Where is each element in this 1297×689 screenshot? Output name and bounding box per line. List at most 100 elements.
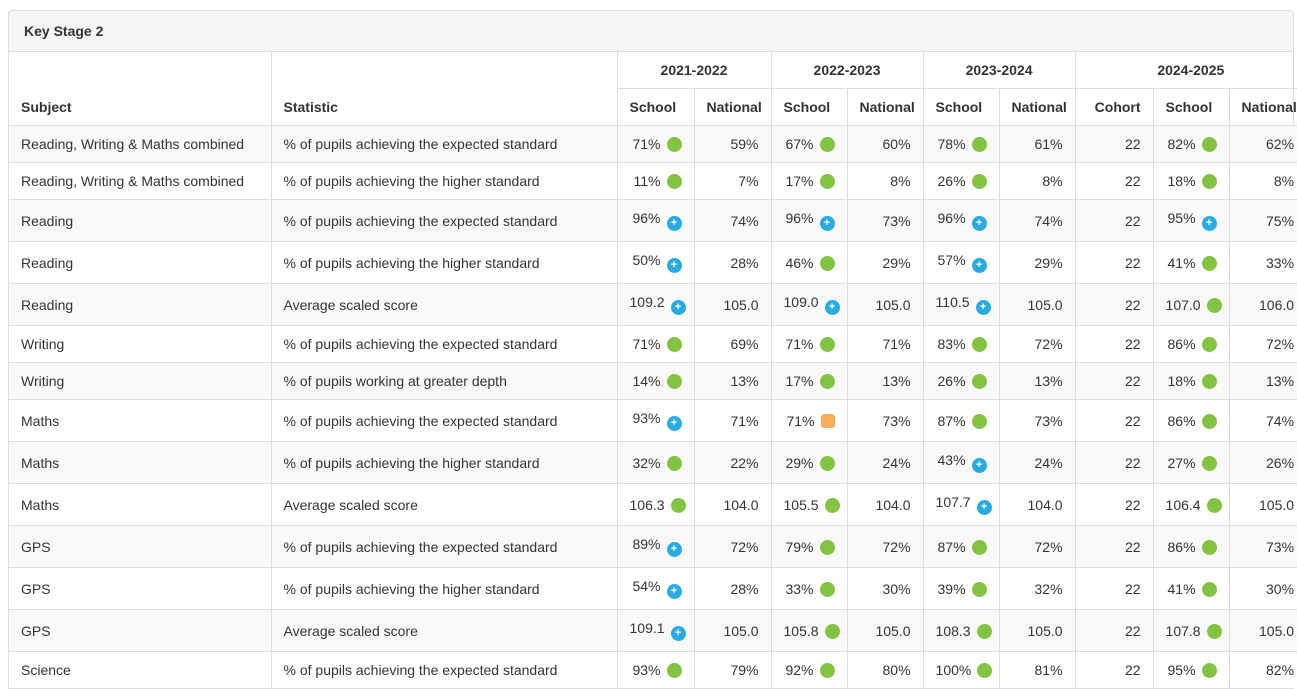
cell-nat: 104.0 [846, 483, 924, 526]
green-circle-icon [819, 255, 835, 271]
cell-school: 27% [1152, 441, 1230, 484]
cell-value: 108.3 [935, 622, 971, 639]
statistic-cell: % of pupils achieving the expected stand… [270, 651, 618, 688]
cell-value: 105.5 [783, 496, 819, 513]
cell-nat: 72% [1228, 325, 1297, 363]
green-circle-icon [1201, 539, 1217, 555]
cell-value: 73% [882, 412, 911, 429]
cell-school: 71% [770, 399, 848, 442]
ks2-results-table: Subject Statistic 2021-2022 2022-2023 2023… [9, 52, 1297, 688]
subcol-header-national: National [998, 88, 1076, 126]
cell-nat: 71% [846, 325, 924, 363]
cell-value: 22 [1124, 496, 1141, 513]
green-circle-icon [971, 374, 987, 389]
green-circle-icon [971, 539, 987, 555]
cell-nat: 105.0 [1228, 609, 1297, 652]
cell-nat: 13% [998, 362, 1076, 400]
cell-school: 26% [922, 162, 1000, 200]
statistic-cell: % of pupils achieving the expected stand… [270, 525, 618, 568]
subject-cell: Maths [9, 483, 272, 526]
cell-nat: 73% [1228, 525, 1297, 568]
statistic-cell: Average scaled score [270, 483, 618, 526]
blue-plus-icon: + [666, 542, 682, 557]
table-body: Reading, Writing & Maths combined% of pu… [9, 125, 1297, 688]
cell-value: 13% [882, 373, 911, 389]
cell-school: 87% [922, 525, 1000, 568]
cell-value: 62% [1266, 136, 1295, 152]
cell-school: 100% [922, 651, 1000, 688]
green-circle-icon [1201, 255, 1217, 271]
col-header-statistic: Statistic [270, 52, 618, 126]
cell-value: 104.0 [723, 496, 759, 513]
cell-value: 13% [730, 373, 759, 389]
green-circle-icon [819, 663, 835, 678]
cell-cohort: 22 [1074, 567, 1154, 610]
cell-value: 67% [785, 136, 814, 152]
cell-nat: 105.0 [846, 609, 924, 652]
table-row: Reading Average scaled score 109.2 +105.0 10… [9, 283, 1297, 326]
cell-school: 41% [1152, 241, 1230, 284]
cell-nat: 30% [846, 567, 924, 610]
cell-value: 105.0 [1027, 622, 1063, 639]
cell-nat: 72% [998, 325, 1076, 363]
subject-cell: Science [9, 651, 272, 688]
green-circle-icon [819, 337, 835, 352]
subject-cell: Writing [9, 362, 272, 400]
cell-school: 86% [1152, 399, 1230, 442]
blue-plus-icon: + [819, 216, 835, 231]
cell-nat: 105.0 [1228, 483, 1297, 526]
cell-nat: 24% [998, 441, 1076, 484]
cell-nat: 33% [1228, 241, 1297, 284]
subcol-header-cohort: Cohort [1074, 88, 1154, 126]
table-row: GPS% of pupils achieving the expected st… [9, 525, 1297, 568]
cell-school: 108.3 [922, 609, 1000, 652]
green-circle-icon [666, 337, 682, 352]
cell-value: 33% [1266, 254, 1295, 271]
cell-value: 41% [1167, 580, 1196, 597]
cell-value: 13% [1266, 373, 1295, 389]
cell-school: 39% [922, 567, 1000, 610]
cell-school: 78% [922, 125, 1000, 163]
year-header-2022-2023: 2022-2023 [770, 52, 924, 89]
cell-value: 41% [1167, 254, 1196, 271]
table-row: Reading, Writing & Maths combined% of pu… [9, 125, 1297, 163]
cell-cohort: 22 [1074, 399, 1154, 442]
cell-value: 74% [1034, 212, 1063, 229]
cell-value: 105.0 [875, 622, 911, 639]
cell-nat: 7% [693, 162, 772, 200]
cell-nat: 29% [998, 241, 1076, 284]
cell-value: 78% [937, 136, 966, 152]
cell-value: 73% [882, 212, 911, 229]
blue-plus-icon: + [1201, 216, 1217, 231]
key-stage-2-panel: Key Stage 2 Subject Statistic 2021-2022 2… [8, 10, 1297, 689]
cell-nat: 60% [846, 125, 924, 163]
cell-value: 39% [937, 580, 966, 597]
cell-value: 72% [730, 538, 759, 555]
cell-value: 87% [937, 412, 966, 429]
cell-school: 89% + [616, 525, 695, 568]
cell-nat: 13% [1228, 362, 1297, 400]
cell-value: 61% [1034, 136, 1063, 152]
cell-value: 79% [785, 538, 814, 555]
cell-school: 107.0 [1152, 283, 1230, 326]
cell-school: 92% [770, 651, 848, 688]
cell-value: 46% [785, 254, 814, 271]
green-circle-icon [1201, 337, 1217, 352]
cell-value: 26% [1266, 454, 1295, 471]
blue-plus-icon: + [971, 458, 987, 473]
cell-value: 89% [632, 536, 661, 552]
cell-value: 43% [937, 452, 966, 468]
green-circle-icon [971, 413, 987, 429]
cell-nat: 82% [1228, 651, 1297, 688]
cell-value: 14% [632, 373, 661, 389]
cell-school: 71% [616, 325, 695, 363]
cell-value: 22 [1124, 538, 1141, 555]
cell-nat: 104.0 [998, 483, 1076, 526]
green-circle-icon [1206, 623, 1222, 639]
cell-value: 18% [1167, 373, 1196, 389]
green-circle-icon [824, 623, 840, 639]
cell-value: 109.2 [629, 294, 665, 310]
cell-school: 71% [616, 125, 695, 163]
cell-school: 29% [770, 441, 848, 484]
cell-value: 73% [1034, 412, 1063, 429]
